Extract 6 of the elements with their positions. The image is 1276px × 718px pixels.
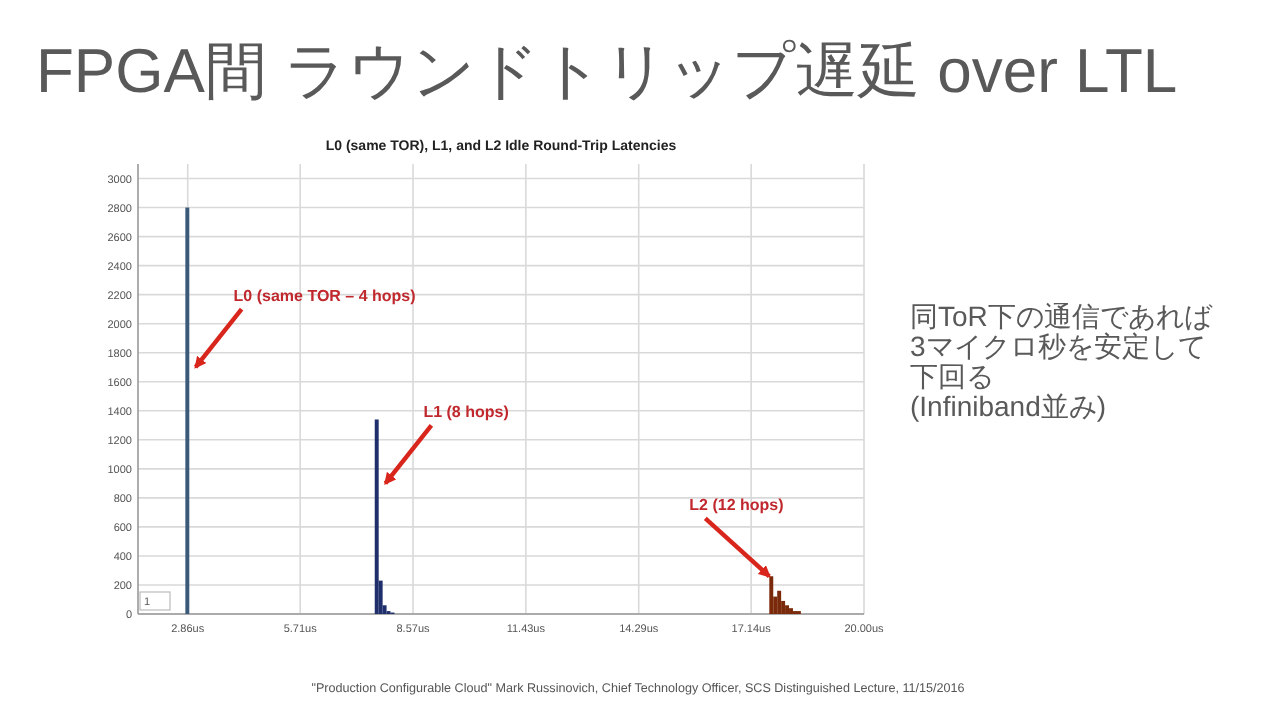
annotation: L0 (same TOR – 4 hops) [233, 287, 417, 306]
text: (Infiniband並み) [910, 390, 1107, 422]
annotation: L2 (12 hops) [689, 496, 785, 515]
text: 同ToR下の通信であれば3マイクロ秒を安定して下回る [910, 300, 1214, 392]
chart-title: FPGA間 ラウンドトリップ遅延 over LTL [36, 36, 1178, 106]
annotation: L1 (8 hops) [423, 403, 510, 422]
